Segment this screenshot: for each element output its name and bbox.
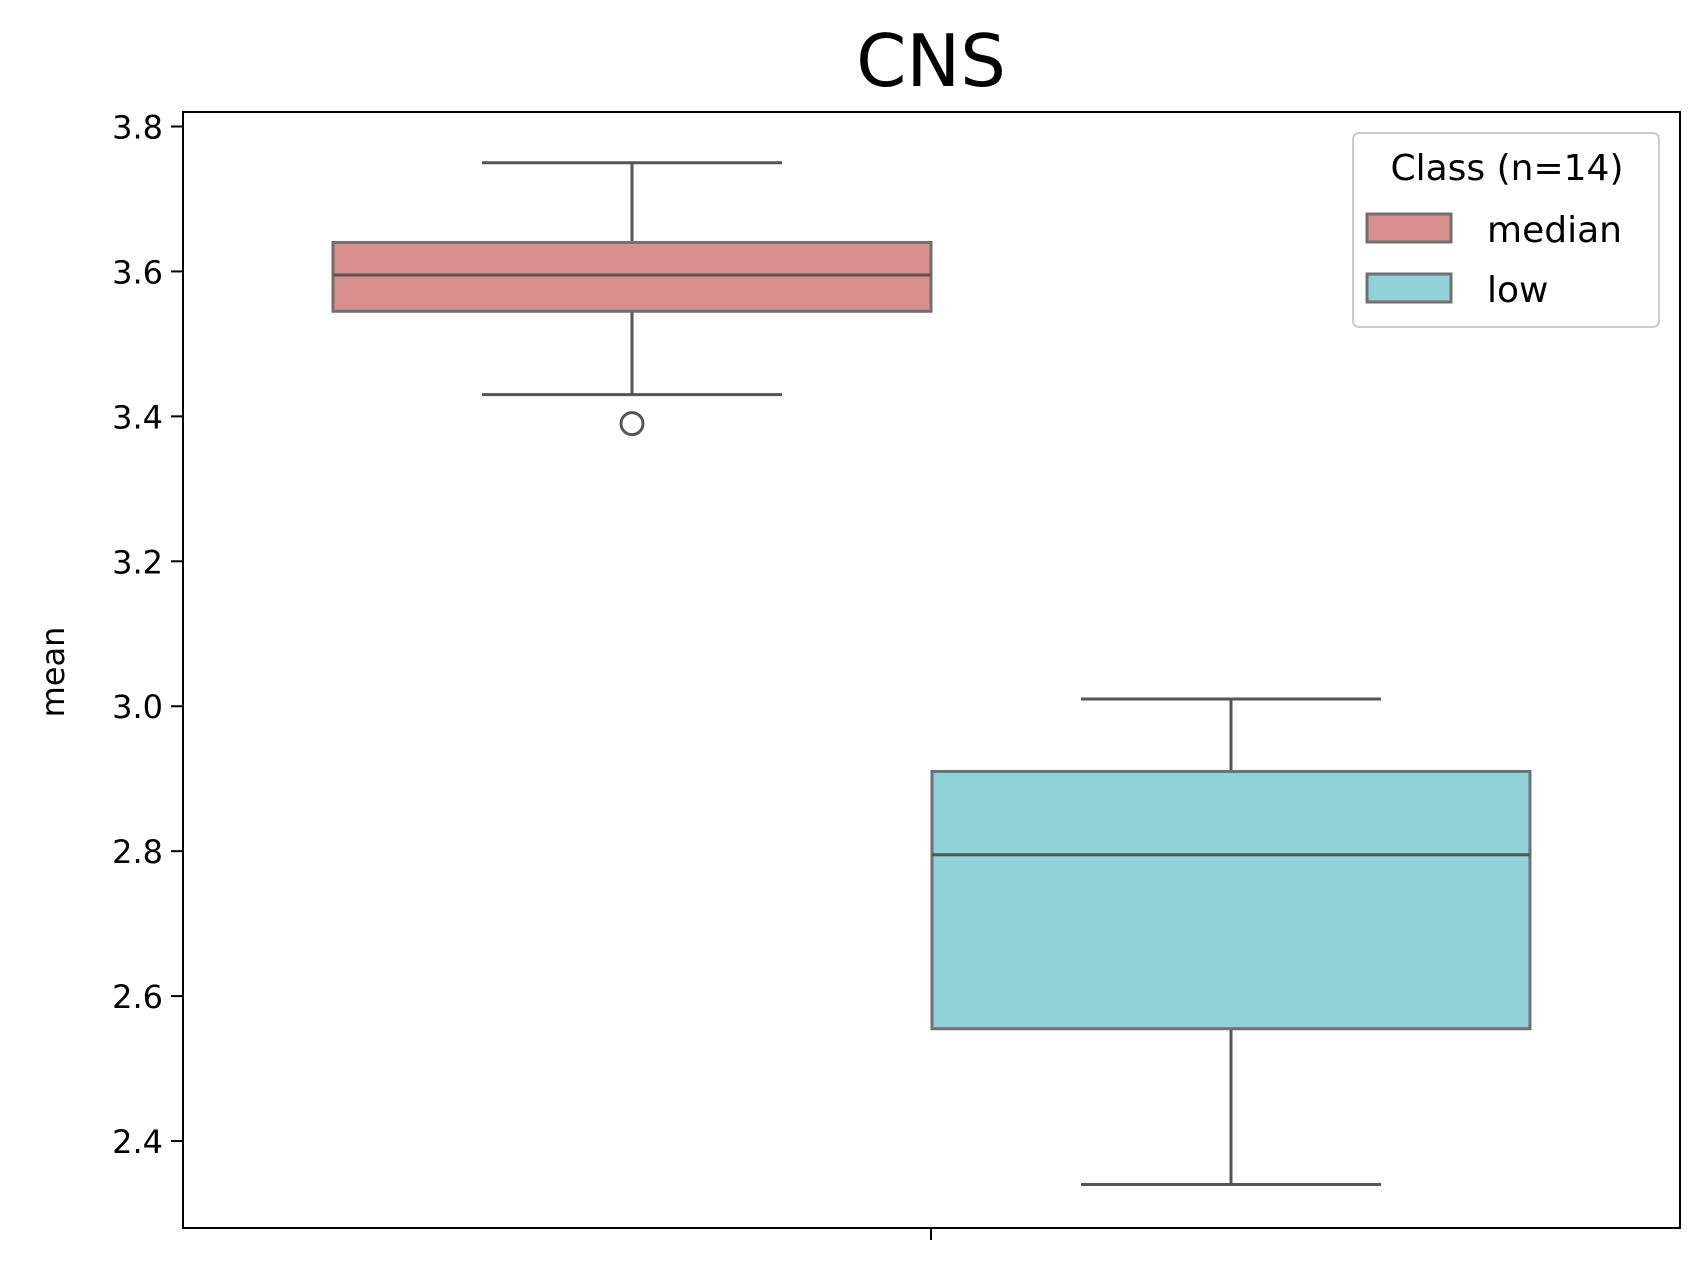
legend: Class (n=14) median low [1352,132,1660,328]
iqr-box [331,240,933,313]
chart-title: CNS [856,19,1006,103]
box-median [331,161,933,437]
legend-swatch-low [1365,272,1453,304]
y-tick-label: 3.4 [112,398,163,436]
y-axis-label: mean [34,627,72,718]
y-tick-label: 2.4 [112,1123,163,1161]
iqr-box [930,769,1532,1031]
box-low [930,697,1532,1187]
y-tick-label: 3.8 [112,108,163,146]
outlier-point [619,411,645,437]
y-tick-label: 3.6 [112,253,163,291]
y-tick-label: 2.6 [112,978,163,1016]
legend-label-low: low [1487,270,1548,311]
y-axis-ticks: 2.4 2.6 2.8 3.0 3.2 3.4 3.6 3.8 [112,108,183,1161]
y-tick-label: 3.2 [112,543,163,581]
box-layer [331,161,1532,1187]
legend-swatch-median [1365,212,1453,244]
y-tick-label: 3.0 [112,688,163,726]
legend-title: Class (n=14) [1390,148,1623,189]
legend-label-median: median [1487,210,1622,251]
y-tick-label: 2.8 [112,833,163,871]
